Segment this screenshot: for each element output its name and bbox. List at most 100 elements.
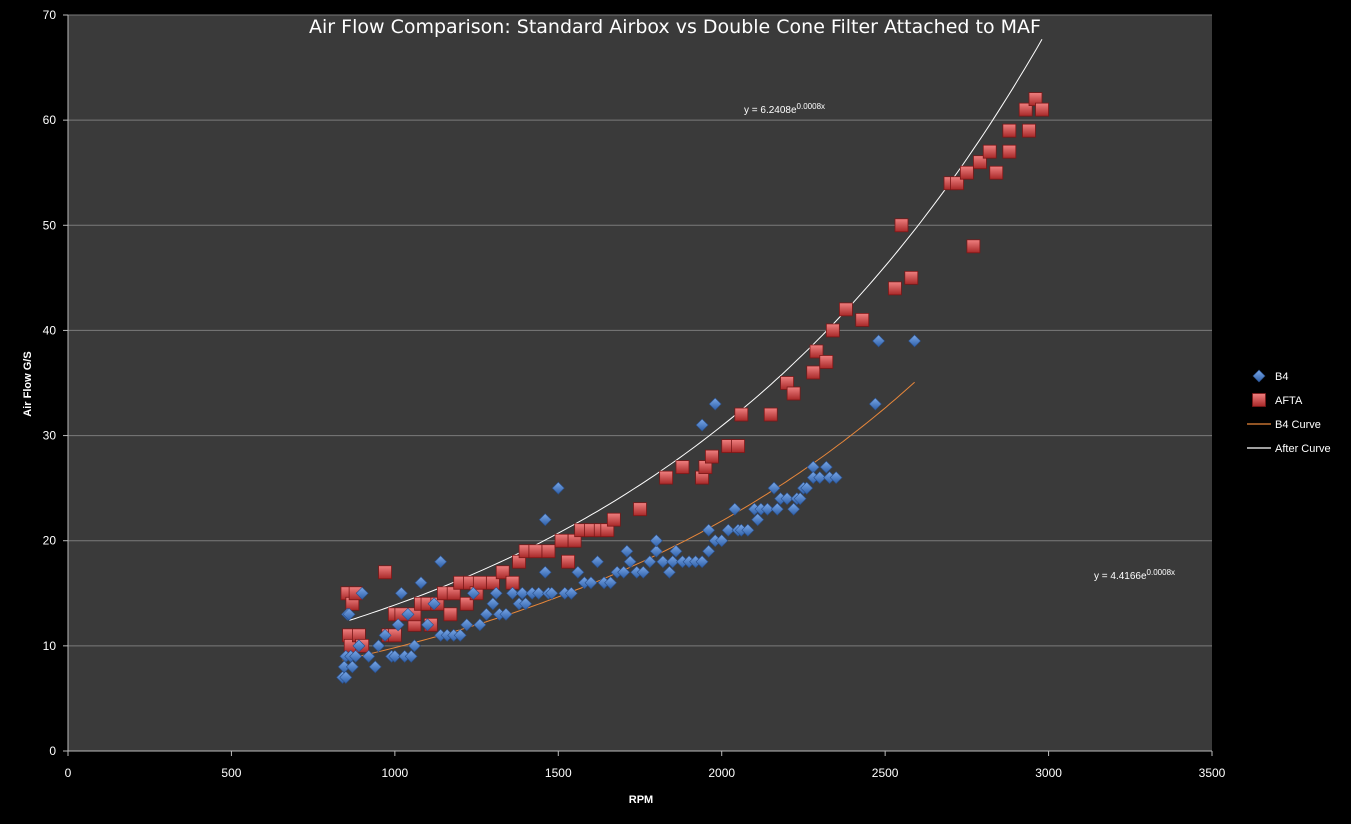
b4-point [751,513,765,527]
afta-point [659,470,674,485]
afta-point [705,449,719,464]
x-tick-label: 1500 [545,766,572,780]
legend-label: B4 [1275,371,1288,383]
b4-point [538,513,552,527]
b4-point [800,481,814,495]
b4-point [872,334,886,348]
legend-label: AFTA [1275,395,1303,407]
afta-point [786,386,801,401]
b4-point [519,597,533,611]
afta-point [443,607,458,622]
afta-point [973,155,987,170]
afta-point [561,554,575,569]
b4-point [669,544,683,558]
afta-point [1002,144,1017,159]
y-tick-label: 0 [49,744,56,758]
afta-point [378,565,392,580]
b4-point [394,586,408,600]
b4-point [761,502,774,516]
x-tick-label: 2000 [708,766,735,780]
b4-point [715,534,729,548]
b4-point [604,576,618,590]
afta-point [888,281,902,296]
b4-point [532,586,546,600]
afta-point [1018,102,1033,117]
afta-point [966,239,981,254]
x-tick-label: 1000 [382,766,409,780]
b4-point [545,586,559,600]
b4-point [388,649,402,663]
afta-point [486,575,500,590]
legend: B4 AFTA B4 Curve After Curve [1247,369,1331,455]
b4-point [421,618,434,632]
b4-point [1252,369,1266,383]
afta-point [1035,102,1049,117]
y-tick-label: 70 [43,8,57,22]
gridlines [68,14,1212,647]
y-tick-label: 60 [43,113,57,127]
b4-point [414,576,428,590]
b4-point [339,670,353,684]
b4-point [434,555,448,569]
b4-point [368,660,382,674]
afta-point [606,512,621,527]
afta-point [633,502,647,517]
chart-title: Air Flow Comparison: Standard Airbox vs … [309,16,1041,38]
x-tick-label: 3500 [1199,766,1226,780]
afta-point [950,176,964,191]
b4-point [767,481,781,495]
b4-point [538,565,552,579]
legend-label: After Curve [1275,443,1331,455]
afta-point [839,302,853,317]
b4-point [349,649,363,663]
y-tick-label: 50 [43,218,57,232]
b4-point [770,502,784,516]
x-axis-label: RPM [629,794,653,806]
afta-point [763,407,778,422]
afta-point [904,270,919,285]
afta-point [894,218,909,233]
b4-point [506,586,519,600]
b4-point [708,397,722,411]
afta-point [1022,123,1036,138]
afta-point [959,165,974,180]
plot-area [68,15,1212,751]
x-tick-label: 0 [65,766,72,780]
b4-point [649,534,663,548]
afta-point [495,565,510,580]
b4-point [662,565,676,579]
b4-point [741,523,755,537]
b4-point [787,502,801,516]
b4-point [551,481,565,495]
b4-point [780,492,794,506]
afta-point [472,575,487,590]
legend-label: B4 Curve [1275,419,1321,431]
y-tick-label: 30 [43,429,57,443]
b4-point [571,565,585,579]
b4-point [649,544,663,558]
b4-point [643,555,657,569]
b4-point [819,460,833,474]
afta-point [734,407,749,422]
b4-point [473,618,487,632]
b4-point [623,555,637,569]
afta-point [731,439,745,453]
b4-point [479,607,493,621]
b4-point [453,628,467,642]
after-curve-equation: y = 6.2408e0.0008x [744,102,825,116]
b4-point [489,586,503,600]
afta-point [806,365,821,380]
afta-point [1252,393,1266,407]
b4-point [355,586,369,600]
b4-point [352,639,366,653]
b4-point [427,597,441,611]
b4-point [564,586,578,600]
b4-point [702,544,716,558]
b4-point [372,639,385,653]
x-tick-label: 500 [221,766,241,780]
b4-curve-equation: y = 4.4166e0.0008x [1094,568,1175,582]
x-tick-label: 3000 [1035,766,1062,780]
b4-point [617,565,631,579]
data-points [336,92,1049,684]
